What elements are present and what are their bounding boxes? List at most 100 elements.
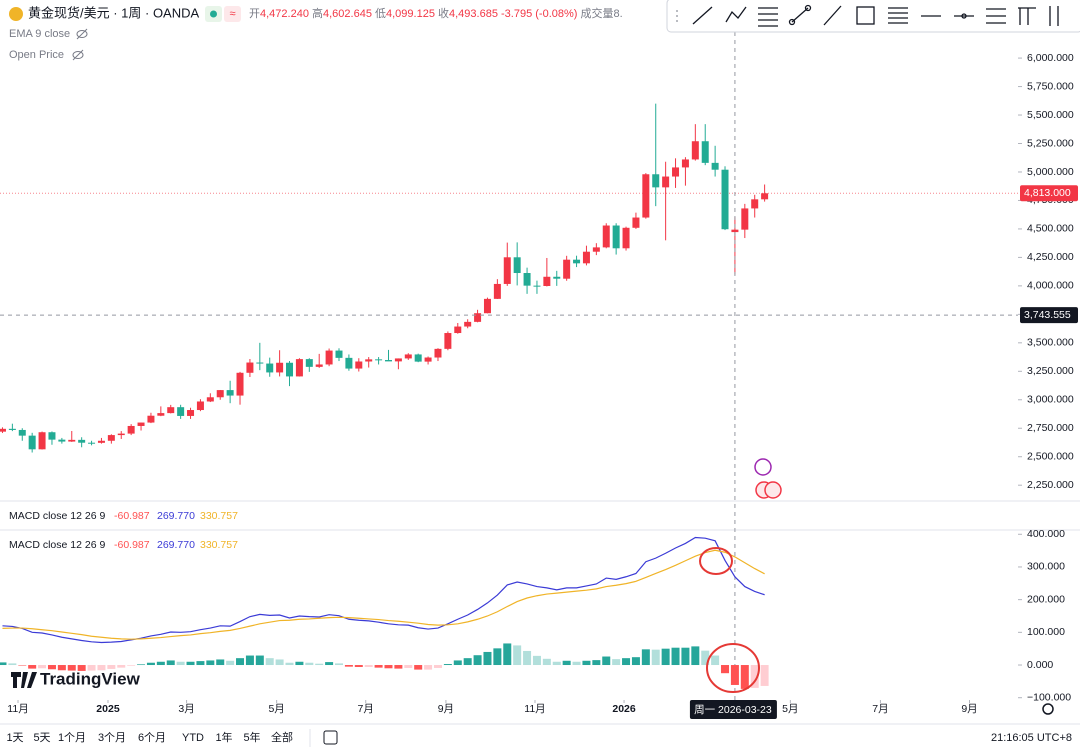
histogram-bar xyxy=(18,665,27,666)
histogram-bar xyxy=(325,662,334,666)
y-tick-label: 4,500.000 xyxy=(1027,223,1074,235)
range-button[interactable]: 全部 xyxy=(271,730,293,744)
crosshair-date: 周一 2026-03-23 xyxy=(694,704,772,716)
candle-body xyxy=(543,276,551,286)
symbol-icon xyxy=(9,7,23,21)
y-tick-label: 3,000.000 xyxy=(1027,394,1074,406)
candle-body xyxy=(454,326,462,334)
histogram-bar xyxy=(473,655,482,666)
range-button[interactable]: 1年 xyxy=(215,730,232,744)
y-tick-label: 4,000.000 xyxy=(1027,280,1074,292)
candle-body xyxy=(68,439,76,442)
candle-body xyxy=(365,359,373,362)
histogram-bar xyxy=(236,658,245,666)
candle-body xyxy=(266,363,274,373)
range-bar: 1天 5天 1个月 3个月 6个月 YTD 1年 5年 全部 xyxy=(6,730,293,744)
histogram-bar xyxy=(87,665,96,671)
candle-body xyxy=(424,357,432,362)
candle-body xyxy=(18,429,26,436)
candle-body xyxy=(662,176,670,188)
histogram-bar xyxy=(701,650,710,666)
candle-body xyxy=(582,251,590,264)
candle-body xyxy=(483,298,491,314)
legend-open-price[interactable]: Open Price xyxy=(9,49,64,61)
histogram-bar xyxy=(572,661,581,666)
candle-body xyxy=(0,428,6,432)
range-button[interactable]: 1天 xyxy=(6,732,23,744)
logo-icon xyxy=(11,672,37,688)
histogram-bar xyxy=(275,659,284,666)
candle-body xyxy=(503,257,511,284)
candle-body xyxy=(464,321,472,327)
histogram-bar xyxy=(8,663,17,666)
candle-body xyxy=(602,225,610,248)
candle-body xyxy=(276,362,284,373)
histogram-bar xyxy=(216,659,225,666)
candle-body xyxy=(751,199,759,209)
candle-body xyxy=(167,407,175,414)
histogram-bar xyxy=(622,658,631,666)
x-tick-label: 2025 xyxy=(96,703,120,715)
candle-body xyxy=(127,425,135,434)
y-tick-label: 0.000 xyxy=(1027,659,1053,671)
toolbar-icons[interactable] xyxy=(676,4,1059,27)
histogram-bar xyxy=(493,648,502,666)
candle-body xyxy=(652,174,660,188)
symbol[interactable]: 黄金现货/美元 · 1周 · OANDA xyxy=(28,5,200,20)
candle-body xyxy=(721,169,729,230)
candle-body xyxy=(761,193,769,200)
candle-body xyxy=(523,273,531,286)
histogram-bar xyxy=(295,661,304,666)
range-button[interactable]: YTD xyxy=(182,732,204,744)
ohlc-value: 4,472.240 xyxy=(260,8,309,20)
legend-ema[interactable]: EMA 9 close xyxy=(9,28,70,40)
indicator-value: -60.987 xyxy=(114,510,150,522)
histogram-bar xyxy=(186,661,195,666)
histogram-bar xyxy=(523,650,532,666)
y-tick-label: −100.000 xyxy=(1027,691,1071,703)
candle-body xyxy=(295,359,303,377)
candle-body xyxy=(622,227,630,249)
range-button[interactable]: 1个月 xyxy=(58,731,86,744)
candle-body xyxy=(632,217,640,228)
y-tick-label: 300.000 xyxy=(1027,561,1065,573)
histogram-bar xyxy=(552,661,561,666)
histogram-bar xyxy=(285,662,294,666)
crosshair-date-box xyxy=(689,700,777,719)
calendar-icon[interactable] xyxy=(323,730,338,745)
indicator-title[interactable]: MACD close 12 26 9 xyxy=(9,539,105,551)
range-button[interactable]: 3个月 xyxy=(98,731,126,744)
range-button[interactable]: 6个月 xyxy=(138,731,166,744)
candle-body xyxy=(672,167,680,177)
indicator-title[interactable]: MACD close 12 26 9 xyxy=(9,510,105,522)
candle-body xyxy=(701,141,709,163)
macd-line xyxy=(2,536,765,644)
indicator-value: 269.770 xyxy=(157,539,195,551)
range-button[interactable]: 5年 xyxy=(243,730,260,744)
annotation-circle xyxy=(706,643,760,693)
candle-body xyxy=(305,359,313,367)
y-tick-label: 5,750.000 xyxy=(1027,80,1074,92)
event-icon[interactable] xyxy=(764,481,782,499)
indicator-value: -60.987 xyxy=(114,539,150,551)
candle-body xyxy=(236,372,244,396)
candle-body xyxy=(157,413,165,416)
candle-body xyxy=(315,364,323,367)
histogram-bar xyxy=(344,665,353,667)
candle-body xyxy=(216,390,224,398)
range-button[interactable]: 5天 xyxy=(33,732,50,744)
wave-icon[interactable] xyxy=(224,6,241,22)
histogram-bar xyxy=(750,665,759,688)
y-tick-label: 3,500.000 xyxy=(1027,337,1074,349)
histogram-bar xyxy=(107,665,116,669)
candle-body xyxy=(97,440,105,443)
candle-body xyxy=(573,259,581,264)
histogram-bar xyxy=(414,665,423,670)
candle-body xyxy=(711,162,719,170)
ohlc-key: 低 xyxy=(375,7,386,20)
settings-icon[interactable] xyxy=(1042,703,1054,715)
ohlc-value: 4,099.125 xyxy=(386,8,435,20)
histogram-bar xyxy=(364,665,373,667)
event-icon[interactable] xyxy=(754,458,772,476)
